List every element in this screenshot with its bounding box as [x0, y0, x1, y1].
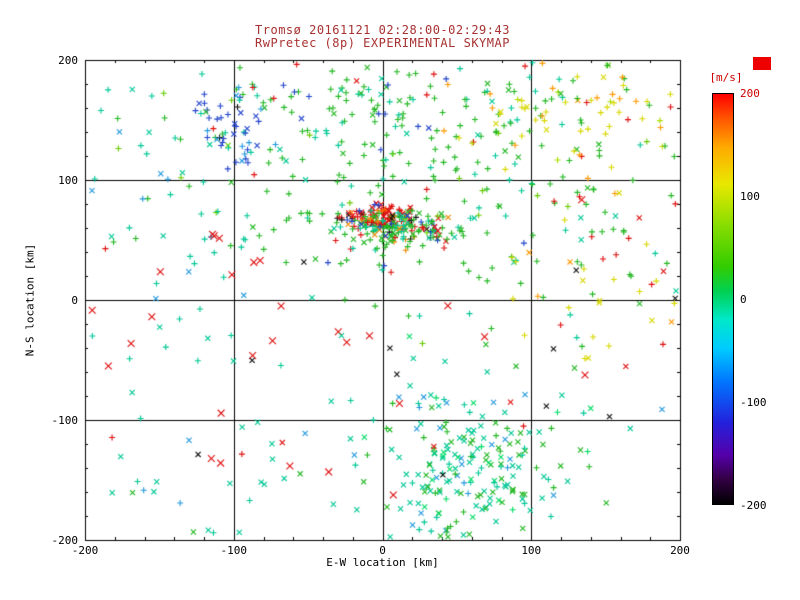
y-tick-label: -200	[51, 534, 79, 547]
x-axis-label: E-W location [km]	[326, 556, 439, 569]
x-tick-label: 100	[521, 544, 542, 557]
y-tick-label: -100	[51, 414, 79, 427]
y-tick-label: 100	[58, 174, 78, 187]
colorbar-tick-label: -200	[740, 499, 767, 512]
x-tick-label: 200	[670, 544, 690, 557]
colorbar-tick-label: 200	[740, 87, 760, 100]
colorbar-tick-label: 0	[740, 293, 747, 306]
y-axis-label: N-S location [km]	[23, 243, 37, 357]
plot-title-line1: Tromsø 20161121 02:28:00-02:29:43	[255, 23, 510, 37]
colorbar-overflow-marker	[753, 57, 771, 70]
y-tick-label: 0	[71, 294, 78, 307]
colorbar-tick-label: -100	[740, 396, 767, 409]
x-tick-label: 0	[379, 544, 386, 557]
colorbar-tick-label: 100	[740, 190, 760, 203]
x-tick-label: -100	[220, 544, 248, 557]
y-tick-label: 200	[58, 54, 78, 67]
plot-title-line2: RwPretec (8p) EXPERIMENTAL SKYMAP	[255, 36, 510, 50]
colorbar-units-label: [m/s]	[709, 71, 743, 84]
velocity-colorbar	[712, 93, 734, 505]
x-tick-label: -200	[71, 544, 99, 557]
